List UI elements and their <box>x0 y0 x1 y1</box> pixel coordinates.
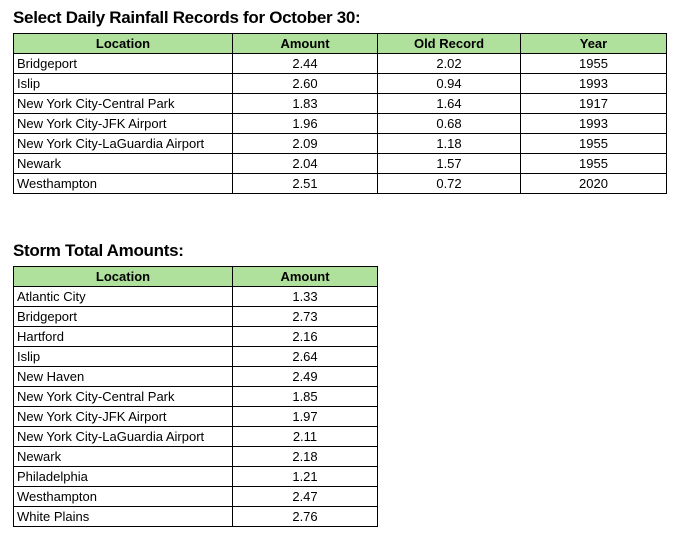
table-row: Bridgeport 2.44 2.02 1955 <box>13 53 667 74</box>
table-row: Bridgeport 2.73 <box>13 306 378 327</box>
table-cell: Hartford <box>13 326 233 347</box>
table-cell: 1917 <box>520 93 667 114</box>
daily-records-body: Bridgeport 2.44 2.02 1955 Islip 2.60 0.94 1993 N… <box>13 53 667 194</box>
table-cell: 2.04 <box>232 153 378 174</box>
table-cell: 1.96 <box>232 113 378 134</box>
table-cell: 1.64 <box>377 93 521 114</box>
table-cell: 1955 <box>520 133 667 154</box>
table-cell: Westhampton <box>13 173 233 194</box>
table-cell: 2.16 <box>232 326 378 347</box>
table-cell: 2.47 <box>232 486 378 507</box>
table-cell: 1993 <box>520 73 667 94</box>
table-cell: 1.57 <box>377 153 521 174</box>
table-cell: Westhampton <box>13 486 233 507</box>
table-cell: 2.76 <box>232 506 378 527</box>
column-header-amount: Amount <box>232 33 378 54</box>
table-row: Hartford 2.16 <box>13 326 378 347</box>
column-header-amount: Amount <box>232 266 378 287</box>
table-cell: 2.18 <box>232 446 378 467</box>
table-cell: 2020 <box>520 173 667 194</box>
table-cell: 2.51 <box>232 173 378 194</box>
table-cell: New York City-Central Park <box>13 93 233 114</box>
table-cell: 2.44 <box>232 53 378 74</box>
table-row: Westhampton 2.47 <box>13 486 378 507</box>
table-row: New York City-LaGuardia Airport 2.09 1.18 1… <box>13 133 667 154</box>
table-row: New York City-Central Park 1.85 <box>13 386 378 407</box>
table-cell: 1.97 <box>232 406 378 427</box>
table-cell: 0.94 <box>377 73 521 94</box>
table-cell: New York City-LaGuardia Airport <box>13 133 233 154</box>
table-cell: 1.85 <box>232 386 378 407</box>
table-cell: 2.11 <box>232 426 378 447</box>
table-cell: Bridgeport <box>13 53 233 74</box>
storm-totals-table: Location Amount Atlantic City 1.33 Bridgep… <box>13 266 378 527</box>
table-cell: 1.21 <box>232 466 378 487</box>
table-row: Newark 2.18 <box>13 446 378 467</box>
table-cell: New York City-Central Park <box>13 386 233 407</box>
table-cell: 2.64 <box>232 346 378 367</box>
table-cell: White Plains <box>13 506 233 527</box>
table-cell: 2.60 <box>232 73 378 94</box>
column-header-location: Location <box>13 33 233 54</box>
column-header-year: Year <box>520 33 667 54</box>
table-cell: 1955 <box>520 153 667 174</box>
table-cell: 0.68 <box>377 113 521 134</box>
table-cell: 2.49 <box>232 366 378 387</box>
daily-records-table: Location Amount Old Record Year Bridgepo… <box>13 33 667 194</box>
table-row: Atlantic City 1.33 <box>13 286 378 307</box>
table-cell: 1.33 <box>232 286 378 307</box>
daily-records-title: Select Daily Rainfall Records for Octobe… <box>13 8 361 27</box>
table-row: Islip 2.60 0.94 1993 <box>13 73 667 94</box>
daily-records-header-row: Location Amount Old Record Year <box>13 33 667 54</box>
table-cell: Newark <box>13 446 233 467</box>
column-header-old-record: Old Record <box>377 33 521 54</box>
table-row: Islip 2.64 <box>13 346 378 367</box>
table-row: New York City-Central Park 1.83 1.64 1917 <box>13 93 667 114</box>
table-row: New York City-JFK Airport 1.97 <box>13 406 378 427</box>
table-cell: Bridgeport <box>13 306 233 327</box>
table-cell: New Haven <box>13 366 233 387</box>
table-cell: 1.18 <box>377 133 521 154</box>
table-row: Newark 2.04 1.57 1955 <box>13 153 667 174</box>
table-cell: Philadelphia <box>13 466 233 487</box>
table-cell: Islip <box>13 346 233 367</box>
table-cell: 1955 <box>520 53 667 74</box>
table-cell: 1993 <box>520 113 667 134</box>
table-cell: 2.02 <box>377 53 521 74</box>
table-row: New York City-JFK Airport 1.96 0.68 1993 <box>13 113 667 134</box>
table-cell: Newark <box>13 153 233 174</box>
storm-totals-body: Atlantic City 1.33 Bridgeport 2.73 Hartford 2… <box>13 286 378 527</box>
table-cell: New York City-JFK Airport <box>13 113 233 134</box>
table-cell: New York City-LaGuardia Airport <box>13 426 233 447</box>
table-row: White Plains 2.76 <box>13 506 378 527</box>
table-cell: 2.73 <box>232 306 378 327</box>
table-cell: 0.72 <box>377 173 521 194</box>
column-header-location: Location <box>13 266 233 287</box>
storm-totals-title: Storm Total Amounts: <box>13 241 184 260</box>
table-row: New Haven 2.49 <box>13 366 378 387</box>
table-row: New York City-LaGuardia Airport 2.11 <box>13 426 378 447</box>
table-cell: Atlantic City <box>13 286 233 307</box>
table-row: Philadelphia 1.21 <box>13 466 378 487</box>
table-cell: Islip <box>13 73 233 94</box>
table-cell: New York City-JFK Airport <box>13 406 233 427</box>
storm-totals-header-row: Location Amount <box>13 266 378 287</box>
table-cell: 1.83 <box>232 93 378 114</box>
table-row: Westhampton 2.51 0.72 2020 <box>13 173 667 194</box>
table-cell: 2.09 <box>232 133 378 154</box>
